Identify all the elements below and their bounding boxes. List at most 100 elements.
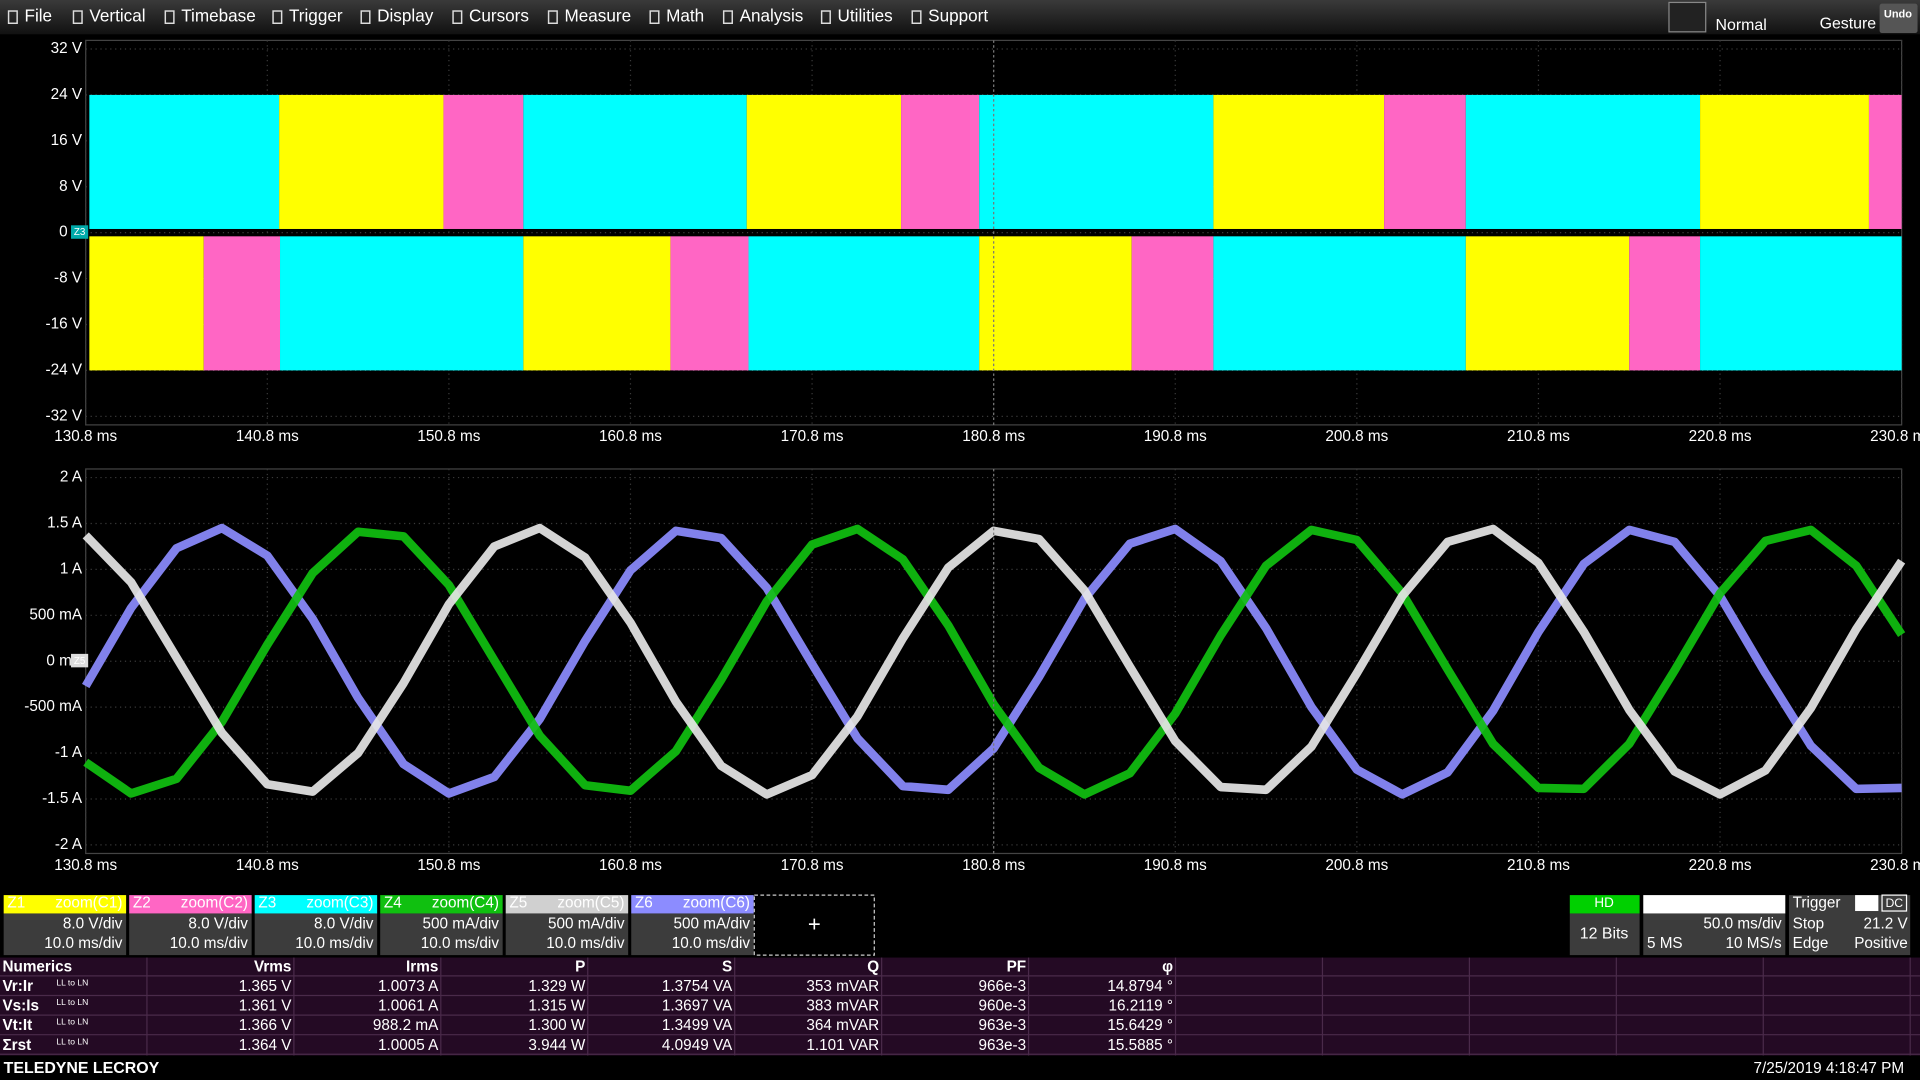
y-tick-label: -32 V xyxy=(45,407,82,424)
numerics-header: Irms xyxy=(406,958,438,975)
x-tick-label: 230.8 ms xyxy=(1870,428,1920,445)
descriptor-scale: 8.0 V/div xyxy=(63,916,123,933)
menu-item[interactable]: Trigger xyxy=(289,6,343,26)
menu-item[interactable]: Timebase xyxy=(181,6,256,26)
descriptor-header[interactable] xyxy=(631,895,754,914)
descriptor-header[interactable] xyxy=(380,895,503,914)
descriptor-id: Z5 xyxy=(509,895,527,912)
descriptor-body[interactable] xyxy=(505,913,629,956)
descriptor-body[interactable] xyxy=(631,913,754,956)
descriptor-title: zoom(C2) xyxy=(181,895,248,912)
numerics-header: P xyxy=(575,958,585,975)
descriptor-title: zoom(C6) xyxy=(683,895,750,912)
descriptor-body[interactable] xyxy=(129,913,252,956)
descriptor-scale: 8.0 V/div xyxy=(314,916,374,933)
undo-label[interactable]: Undo xyxy=(1884,9,1912,21)
menu-icon xyxy=(452,10,463,24)
descriptor-header[interactable] xyxy=(129,895,252,914)
waveform-block xyxy=(1700,94,1869,229)
menu-item[interactable]: Measure xyxy=(564,6,631,26)
menu-icon xyxy=(7,10,18,24)
hd-header[interactable] xyxy=(1569,895,1640,914)
row-label: Vs:Is xyxy=(2,998,39,1015)
menu-icon xyxy=(649,10,660,24)
x-tick-label: 220.8 ms xyxy=(1689,857,1752,874)
descriptor-body[interactable] xyxy=(380,913,503,956)
numerics-header: Vrms xyxy=(254,958,291,975)
menu-item[interactable]: Vertical xyxy=(89,6,145,26)
zero-marker-label: Z5 xyxy=(74,656,86,667)
descriptor-header[interactable] xyxy=(505,895,629,914)
descriptor-body[interactable] xyxy=(254,913,378,956)
numerics-cell: 4.0949 VA xyxy=(662,1037,733,1054)
x-tick-label: 140.8 ms xyxy=(236,857,299,874)
waveform-block xyxy=(979,94,1214,229)
waveform-block xyxy=(901,94,980,229)
gesture-label[interactable]: Gesture xyxy=(1820,16,1877,33)
waveform-block xyxy=(748,236,980,371)
numerics-cell: 3.944 W xyxy=(528,1037,586,1054)
timestamp: 7/25/2019 4:18:47 PM xyxy=(1754,1060,1905,1077)
menu-item[interactable]: Cursors xyxy=(469,6,529,26)
x-tick-label: 170.8 ms xyxy=(781,428,844,445)
descriptor-body[interactable] xyxy=(3,913,127,956)
x-tick-label: 180.8 ms xyxy=(962,857,1025,874)
display-icon[interactable] xyxy=(1668,1,1707,33)
menu-icon xyxy=(911,10,922,24)
x-tick-label: 160.8 ms xyxy=(599,428,662,445)
numerics-cell: 960e-3 xyxy=(978,998,1026,1015)
descriptor-header[interactable] xyxy=(254,895,378,914)
y-tick-label: -24 V xyxy=(45,361,82,378)
trigger-panel[interactable] xyxy=(1788,895,1911,956)
numerics-cell: 1.361 V xyxy=(239,998,293,1015)
row-mode: LL to LN xyxy=(56,1017,88,1027)
waveform-block xyxy=(1384,94,1466,229)
menu-icon xyxy=(272,10,283,24)
hd-body[interactable] xyxy=(1569,913,1640,956)
bits-label: 12 Bits xyxy=(1580,925,1629,942)
x-tick-label: 150.8 ms xyxy=(417,428,480,445)
trigger-coupling-box xyxy=(1881,894,1908,912)
waveform-block xyxy=(1213,236,1466,371)
numerics-cell: 1.3754 VA xyxy=(662,978,733,995)
numerics-cell: 1.364 V xyxy=(239,1037,293,1054)
menu-item[interactable]: Support xyxy=(928,6,988,26)
mode-label[interactable]: Normal xyxy=(1716,17,1767,34)
timebase-rate: 10 MS/s xyxy=(1726,935,1782,952)
add-trace-box[interactable] xyxy=(753,894,875,956)
y-tick-label: -1 A xyxy=(55,744,83,761)
waveform-block xyxy=(523,236,671,371)
waveform-block xyxy=(1700,236,1902,371)
trigger-kind: Edge xyxy=(1793,935,1829,952)
numerics-header: Q xyxy=(867,958,879,975)
x-tick-label: 150.8 ms xyxy=(417,857,480,874)
timebase-body[interactable] xyxy=(1643,913,1786,956)
numerics-cell: 1.0005 A xyxy=(378,1037,439,1054)
descriptor-scale: 8.0 V/div xyxy=(188,916,248,933)
y-tick-label: 24 V xyxy=(51,86,83,103)
menu-item[interactable]: Math xyxy=(666,6,704,26)
add-trace-label[interactable]: + xyxy=(808,912,821,937)
timebase-div: 50.0 ms/div xyxy=(1703,916,1782,933)
x-tick-label: 210.8 ms xyxy=(1507,857,1570,874)
menu-item[interactable]: File xyxy=(24,6,52,26)
menu-item[interactable]: Analysis xyxy=(740,6,804,26)
y-tick-label: 32 V xyxy=(51,40,83,57)
undo-button[interactable] xyxy=(1879,3,1918,34)
trigger-state: Stop xyxy=(1793,916,1824,933)
menu-item[interactable]: Display xyxy=(377,6,434,26)
timebase-header[interactable] xyxy=(1643,895,1786,914)
numerics-cell: 988.2 mA xyxy=(373,1017,439,1034)
descriptor-header[interactable] xyxy=(3,895,127,914)
numerics-cell: 963e-3 xyxy=(978,1017,1026,1034)
numerics-cell: 963e-3 xyxy=(978,1037,1026,1054)
x-tick-label: 220.8 ms xyxy=(1689,428,1752,445)
y-tick-label: 8 V xyxy=(59,178,83,195)
numerics-cell: 1.3697 VA xyxy=(662,998,733,1015)
numerics-cell: 1.0073 A xyxy=(378,978,439,995)
trigger-source-box xyxy=(1855,895,1879,912)
menu-item[interactable]: Utilities xyxy=(838,6,893,26)
menu-icon xyxy=(547,10,558,24)
y-tick-label: -2 A xyxy=(55,836,83,853)
